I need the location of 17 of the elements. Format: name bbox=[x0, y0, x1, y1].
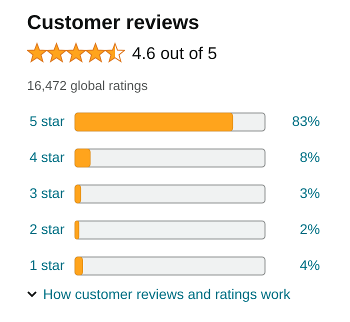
y-tick-label: 1 star bbox=[29, 257, 65, 273]
y-tick-label: 5 star bbox=[29, 113, 65, 129]
bar bbox=[74, 148, 91, 168]
y-tick-label: 3 star bbox=[29, 185, 65, 201]
bar bbox=[74, 256, 83, 276]
bar bbox=[74, 220, 80, 240]
text: How customer reviews and ratings work bbox=[43, 286, 290, 302]
data-label: 4% bbox=[300, 257, 320, 273]
data-label: 83% bbox=[292, 113, 320, 129]
chart-title: Customer reviews bbox=[27, 12, 200, 35]
y-tick-label: 4 star bbox=[29, 149, 65, 165]
text: 4.6 out of 5 bbox=[132, 44, 218, 64]
data-label: 2% bbox=[300, 221, 320, 237]
text: 16,472 global ratings bbox=[27, 78, 148, 93]
data-label: 3% bbox=[300, 185, 320, 201]
data-label: 8% bbox=[300, 149, 320, 165]
y-tick-label: 2 star bbox=[29, 221, 65, 237]
